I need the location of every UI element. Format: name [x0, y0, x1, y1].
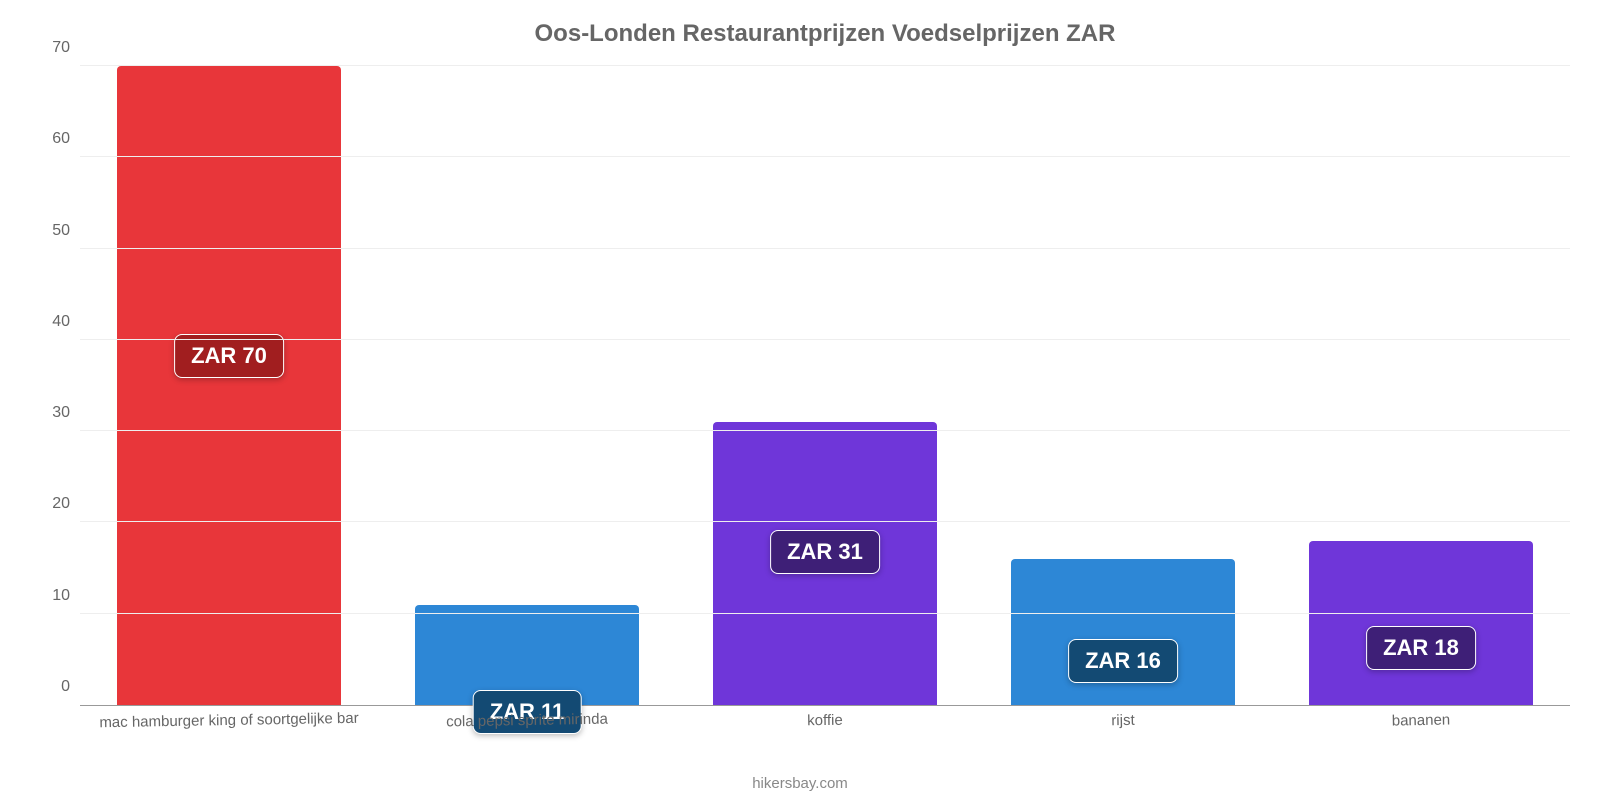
bar: ZAR 16: [1011, 559, 1235, 705]
gridline: [80, 339, 1570, 340]
credit-text: hikersbay.com: [0, 775, 1600, 792]
x-tick-label: rijst: [974, 709, 1272, 731]
chart-title: Oos-Londen Restaurantprijzen Voedselprij…: [80, 20, 1570, 48]
y-tick-label: 50: [30, 222, 70, 240]
value-badge: ZAR 16: [1068, 639, 1178, 683]
x-axis-labels: mac hamburger king of soortgelijke barco…: [80, 710, 1570, 727]
bar: ZAR 70: [117, 66, 341, 705]
y-tick-label: 70: [30, 39, 70, 57]
value-badge: ZAR 70: [174, 334, 284, 378]
bars-container: ZAR 70 ZAR 11 ZAR 31 ZAR 16 ZAR 18: [80, 66, 1570, 705]
bar: ZAR 18: [1309, 541, 1533, 705]
bar: ZAR 31: [713, 422, 937, 705]
gridline: [80, 65, 1570, 66]
gridline: [80, 613, 1570, 614]
bar-slot: ZAR 70: [80, 66, 378, 705]
y-tick-label: 20: [30, 495, 70, 513]
x-tick-label: cola pepsi sprite mirinda: [378, 709, 676, 731]
y-tick-label: 60: [30, 130, 70, 148]
y-tick-label: 10: [30, 587, 70, 605]
bar-slot: ZAR 18: [1272, 66, 1570, 705]
value-badge: ZAR 31: [770, 530, 880, 574]
y-tick-label: 0: [30, 678, 70, 696]
value-badge: ZAR 18: [1366, 626, 1476, 670]
gridline: [80, 248, 1570, 249]
plot-area: ZAR 70ZAR 11ZAR 31ZAR 16ZAR 18 010203040…: [80, 66, 1570, 706]
gridline: [80, 430, 1570, 431]
bar-slot: ZAR 16: [974, 66, 1272, 705]
gridline: [80, 156, 1570, 157]
gridline: [80, 521, 1570, 522]
bar-slot: ZAR 31: [676, 66, 974, 705]
x-tick-label: mac hamburger king of soortgelijke bar: [80, 709, 378, 731]
bar: ZAR 11: [415, 605, 639, 705]
x-tick-label: bananen: [1272, 709, 1570, 731]
x-tick-label: koffie: [676, 709, 974, 731]
y-tick-label: 30: [30, 404, 70, 422]
bar-slot: ZAR 11: [378, 66, 676, 705]
bar-chart: Oos-Londen Restaurantprijzen Voedselprij…: [0, 0, 1600, 800]
y-tick-label: 40: [30, 313, 70, 331]
